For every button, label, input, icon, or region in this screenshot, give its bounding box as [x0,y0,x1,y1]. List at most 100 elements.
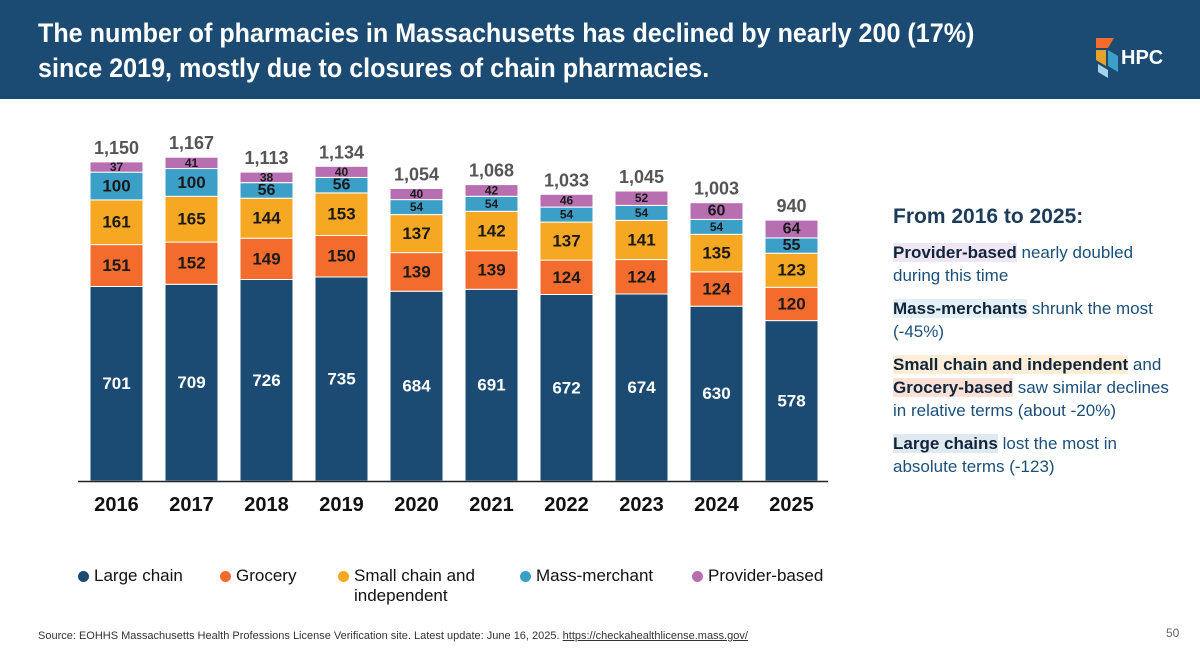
total-label: 1,068 [469,161,514,181]
summary-text: nearly doubled during this time [893,243,1134,285]
legend-item-small-chain: Small chain and independent [338,566,498,606]
bar-segment [89,171,144,201]
bar-segment [389,290,444,482]
source-text: Source: EOHHS Massachusetts Health Profe… [38,630,560,642]
bar-segment [764,252,819,288]
data-label: 100 [177,173,205,192]
data-label: 37 [110,160,124,174]
summary-large: Large chains lost the most in absolute t… [893,432,1183,478]
data-label: 691 [477,376,505,395]
bar-segment [689,233,744,273]
highlight-mass: Mass-merchants [893,299,1028,318]
data-label: 161 [102,213,130,232]
highlight-grocery: Grocery-based [893,378,1013,397]
data-label: 684 [402,377,431,396]
data-label: 152 [177,254,205,273]
bar-segment [239,171,294,184]
bar-segment [164,168,219,197]
total-label: 1,054 [394,165,439,185]
data-label: 139 [402,262,430,281]
bar-segment [389,252,444,292]
data-label: 149 [252,249,280,268]
total-label: 1,045 [619,167,664,187]
bar-segment [89,161,144,173]
data-label: 135 [702,244,730,263]
x-tick-label: 2018 [244,494,289,516]
total-label: 1,134 [319,142,364,162]
bar-segment [689,202,744,220]
bar-segment [164,241,219,285]
bar-segment [464,250,519,290]
data-label: 46 [560,194,574,208]
total-label: 1,003 [694,179,739,199]
source-link[interactable]: https://checkahealthlicense.mass.gov/ [562,630,748,642]
source-note: Source: EOHHS Massachusetts Health Profe… [38,630,748,642]
data-label: 701 [102,374,130,393]
summary-provider: Provider-based nearly doubled during thi… [893,241,1183,287]
data-label: 64 [783,221,801,238]
bar-segment [389,188,444,201]
data-label: 151 [102,256,130,275]
total-label: 1,033 [544,170,589,190]
data-label: 52 [635,191,649,205]
data-label: 54 [485,197,499,211]
highlight-large: Large chains [893,434,998,453]
data-label: 165 [177,210,205,229]
bar-segment [164,156,219,170]
x-tick-label: 2022 [544,494,589,516]
page-number: 50 [1166,626,1180,640]
data-label: 42 [485,184,499,198]
bar-segment [89,286,144,482]
summary-small-grocery: Small chain and independent and Grocery-… [893,353,1183,422]
bar-segment [614,293,669,482]
data-label: 41 [185,156,199,170]
legend-item-provider-based: Provider-based [692,566,823,586]
data-label: 124 [552,268,581,287]
bar-segment [239,237,294,280]
data-label: 56 [258,182,276,199]
data-label: 709 [177,373,205,392]
bar-segment [314,276,369,482]
x-tick-label: 2023 [619,494,664,516]
stacked-bar-chart: 701 151 161 100 37 1,150 2016 709 152 165 100 41 1,1… [78,133,828,516]
summary-text: lost the most in absolute terms (-123) [893,434,1117,476]
data-label: 139 [477,261,505,280]
summary-text: shrunk the most (-45%) [893,299,1153,341]
data-label: 54 [560,208,574,222]
total-label: 1,150 [94,138,139,158]
data-label: 153 [327,205,355,224]
bar-segment [614,259,669,295]
bar-segment [314,234,369,278]
data-label: 672 [552,378,580,397]
legend-item-grocery: Grocery [220,566,296,586]
x-tick-label: 2025 [769,494,814,516]
legend-label: Mass-merchant [536,566,654,585]
bar-segment [314,192,369,236]
data-label: 142 [477,222,505,241]
page-title: The number of pharmacies in Massachusett… [38,18,975,83]
bar-segment [164,195,219,243]
bar-segment [539,221,594,261]
legend-swatch [692,571,703,582]
bar-segment [614,190,669,206]
legend-item-mass-merchant: Mass-merchant [520,566,653,586]
bar-segment [389,214,444,254]
bar-segment [689,305,744,482]
bar-segment [464,210,519,252]
legend-swatch [520,571,531,582]
bar-segment [539,193,594,208]
legend-swatch [338,571,349,582]
data-label: 54 [410,200,424,214]
x-tick-label: 2017 [169,494,214,516]
hpc-logo-icon [1096,38,1118,78]
data-label: 54 [635,206,649,220]
data-label: 137 [552,232,580,251]
x-tick-label: 2016 [94,494,139,516]
data-label: 630 [702,384,730,403]
chart-legend: Large chain Grocery Small chain and inde… [0,566,880,616]
data-label: 124 [627,267,656,286]
logo-text: HPC [1121,47,1164,69]
x-tick-label: 2019 [319,494,364,516]
bar-segment [764,286,819,322]
legend-label: Grocery [236,566,297,585]
